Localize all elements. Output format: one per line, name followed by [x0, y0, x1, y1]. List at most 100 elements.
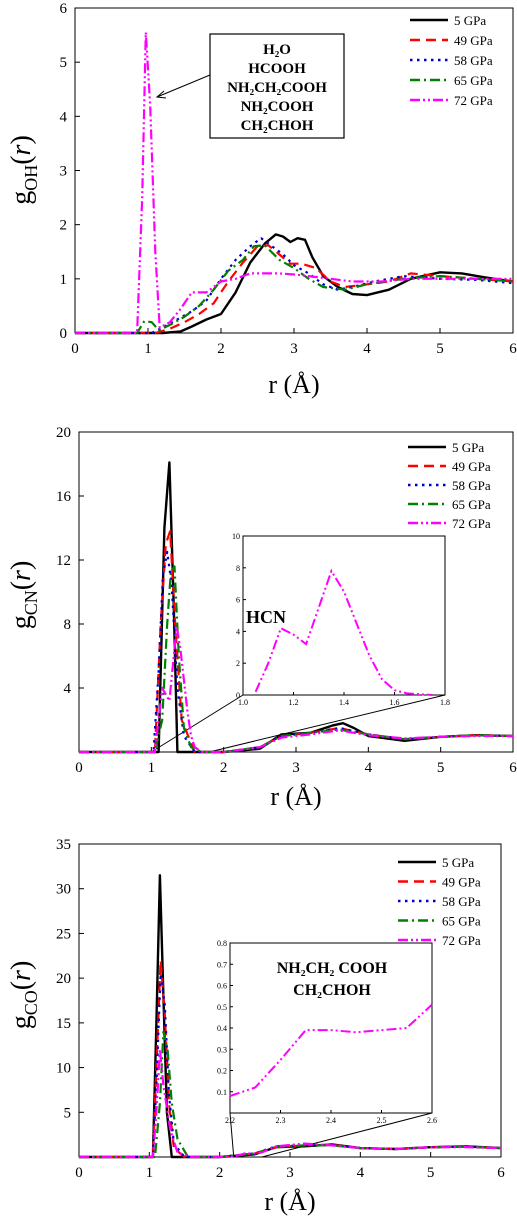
inset-y-tick-label: 10: [232, 532, 240, 541]
y-axis-label: gCO(r): [6, 961, 41, 1030]
x-tick-label: 4: [363, 341, 371, 357]
legend-label: 49 GPa: [442, 875, 481, 890]
x-tick-label: 3: [286, 1165, 294, 1181]
inset-label-line: CH₂CHOH: [293, 982, 371, 999]
y-tick-label: 20: [56, 425, 71, 441]
callout-line: CH₂CHOH: [241, 118, 314, 134]
x-tick-label: 6: [509, 341, 517, 357]
callout-line: H₂O: [263, 42, 291, 58]
inset-label-bg: [258, 951, 406, 1007]
legend-label: 58 GPa: [442, 894, 481, 909]
callout-arrow: [156, 74, 211, 98]
y-tick-label: 0: [60, 326, 68, 342]
legend-label: 65 GPa: [454, 73, 493, 88]
zoom-line-left: [151, 694, 244, 753]
x-tick-label: 2: [220, 760, 228, 776]
y-tick-label: 6: [60, 1, 68, 17]
inset-y-tick-label: 0.1: [217, 1088, 227, 1097]
legend-label: 5 GPa: [454, 13, 486, 28]
x-tick-label: 4: [357, 1165, 365, 1181]
inset-x-tick-label: 1.0: [238, 698, 248, 707]
y-tick-label: 35: [56, 837, 71, 853]
legend-label: 58 GPa: [452, 478, 491, 493]
legend-label: 65 GPa: [442, 914, 481, 929]
y-tick-label: 30: [56, 882, 71, 898]
x-tick-label: 6: [509, 760, 517, 776]
y-tick-label: 10: [56, 1061, 71, 1077]
x-tick-label: 1: [146, 1165, 154, 1181]
legend-label: 72 GPa: [442, 933, 481, 948]
inset-x-tick-label: 1.8: [440, 698, 450, 707]
inset-x-tick-label: 2.4: [326, 1116, 336, 1125]
chart-panel-top: 0 1 2 3 4 5 6 0 1 2 3 4 5 6 r (Å) gOH(r) 5 GPa 49 GPa 58 G…: [6, 1, 517, 399]
legend-label: 5 GPa: [442, 855, 474, 870]
x-tick-label: 3: [290, 341, 298, 357]
x-tick-label: 1: [144, 341, 152, 357]
x-tick-label: 6: [497, 1165, 505, 1181]
inset-y-tick-label: 0.8: [217, 939, 227, 948]
inset-x-tick-label: 1.4: [339, 698, 349, 707]
inset-x-tick-label: 1.6: [390, 698, 400, 707]
x-axis-label: r (Å): [264, 1187, 315, 1216]
inset-x-tick-label: 2.2: [225, 1116, 235, 1125]
callout-arrow-head: [155, 90, 167, 99]
x-tick-label: 5: [427, 1165, 435, 1181]
callout-box: [209, 33, 345, 139]
callout-line: NH₂COOH: [241, 99, 314, 115]
x-tick-label: 0: [75, 760, 83, 776]
inset-y-tick-label: 0.5: [217, 1003, 227, 1012]
x-axis-label: r (Å): [270, 782, 321, 811]
y-axis-label: gOH(r): [6, 135, 41, 205]
inset-y-tick-label: 0.3: [217, 1045, 227, 1054]
inset-x-tick-label: 2.6: [427, 1116, 437, 1125]
zoom-line-right: [209, 694, 446, 753]
legend-label: 72 GPa: [454, 93, 493, 108]
inset-series-line: [254, 568, 433, 696]
series-line-72-gpa: [79, 1048, 502, 1159]
zoom-line-right: [261, 1112, 433, 1158]
callout-line: NH₂CH₂COOH: [227, 80, 327, 96]
series-line-49-gpa: [75, 244, 514, 335]
x-tick-label: 5: [437, 760, 445, 776]
inset-series-line: [229, 1003, 433, 1097]
inset-y-tick-label: 6: [236, 596, 240, 605]
series-line-5-gpa: [79, 461, 514, 754]
y-tick-label: 5: [60, 55, 68, 71]
inset-panel: 1.0 1.2 1.4 1.6 1.8 0 2 4 6 8 10 HCN: [232, 532, 450, 707]
callout-line: HCOOH: [248, 61, 306, 77]
inset-label: HCN: [246, 607, 286, 627]
inset-x-tick-label: 2.3: [276, 1116, 286, 1125]
y-tick-label: 5: [64, 1105, 72, 1121]
x-tick-label: 0: [71, 341, 79, 357]
y-tick-label: 25: [56, 926, 71, 942]
inset-y-tick-label: 2: [236, 659, 240, 668]
x-tick-label: 5: [436, 341, 444, 357]
inset-frame: [242, 535, 446, 696]
y-tick-label: 1: [60, 272, 68, 288]
legend-label: 72 GPa: [452, 516, 491, 531]
x-tick-label: 0: [75, 1165, 83, 1181]
y-axis-label: gCN(r): [6, 561, 41, 630]
y-tick-label: 20: [56, 971, 71, 987]
x-tick-label: 1: [148, 760, 156, 776]
y-tick-label: 12: [56, 553, 71, 569]
inset-y-tick-label: 0: [236, 691, 240, 700]
legend-label: 58 GPa: [454, 53, 493, 68]
legend-label: 5 GPa: [452, 440, 484, 455]
inset-y-tick-label: 0.4: [217, 1024, 227, 1033]
series-line-58-gpa: [75, 237, 514, 335]
inset-panel: 2.2 2.3 2.4 2.5 2.6 0.1 0.2 0.3 0.4 0.5 0.6 0.7 0.8 N…: [217, 939, 437, 1125]
y-tick-label: 15: [56, 1016, 71, 1032]
inset-label-line: NH₂CH₂ COOH: [277, 960, 388, 977]
x-tick-label: 2: [216, 1165, 224, 1181]
inset-x-tick-label: 2.5: [377, 1116, 387, 1125]
inset-y-tick-label: 0.7: [217, 960, 227, 969]
x-tick-label: 4: [365, 760, 373, 776]
y-tick-label: 3: [60, 164, 68, 180]
inset-y-tick-label: 0.6: [217, 982, 227, 991]
series-line-65-gpa: [75, 244, 514, 335]
inset-y-tick-label: 4: [236, 627, 240, 636]
